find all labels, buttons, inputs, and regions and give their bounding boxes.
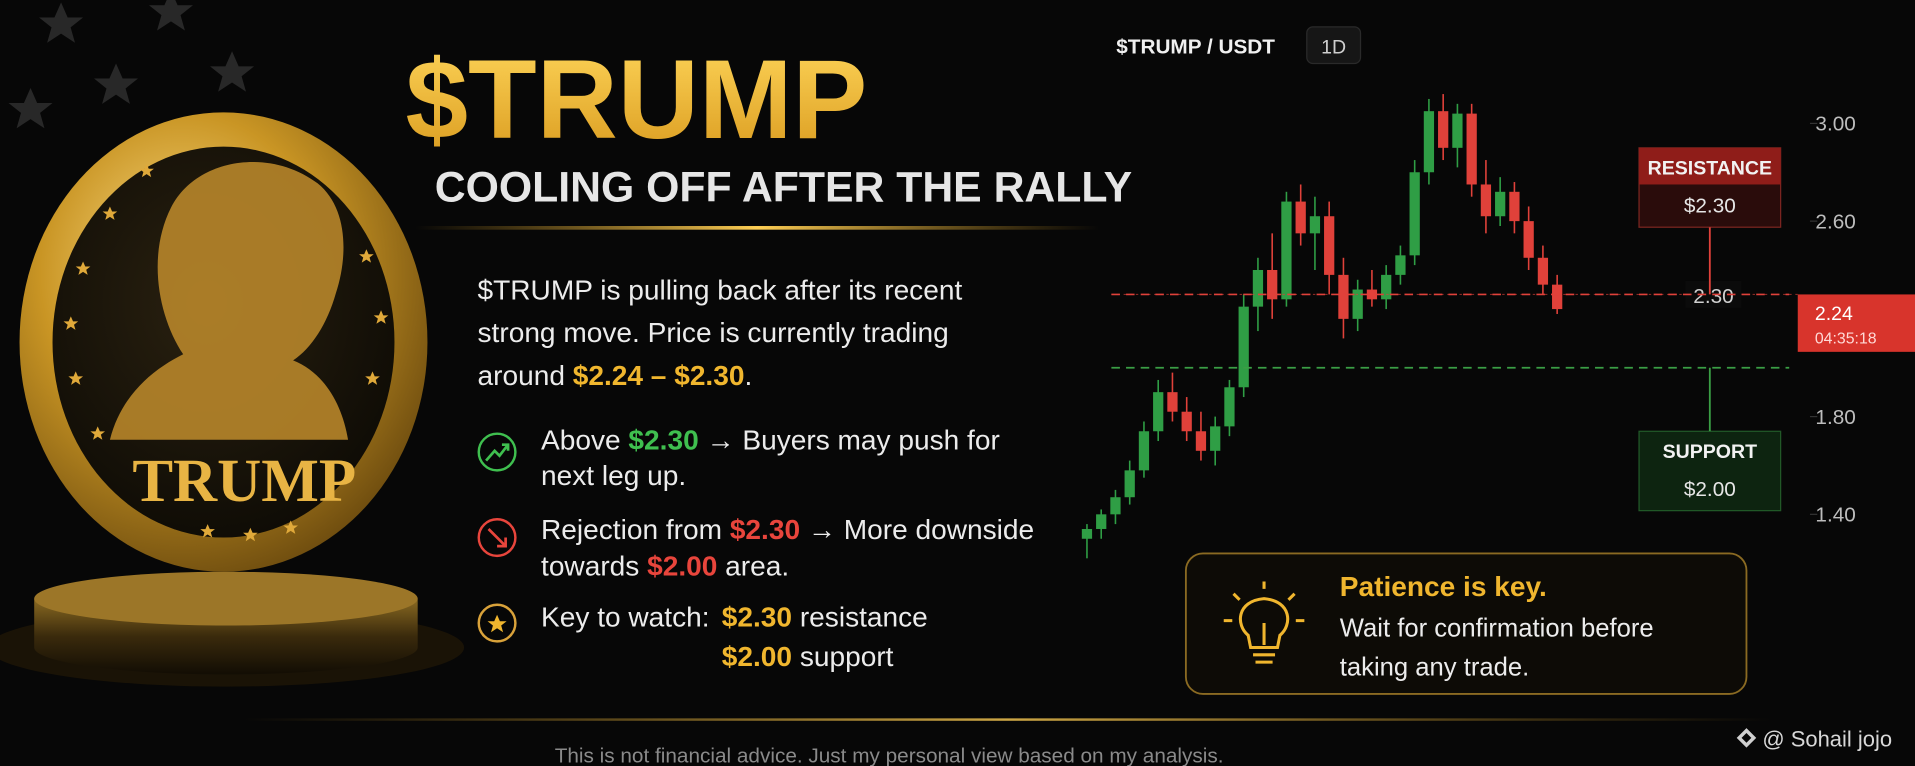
point-line: $2.00 support xyxy=(722,641,894,672)
tip-box xyxy=(1184,552,1748,695)
current-price: 2.24 xyxy=(1815,303,1853,325)
candle-body xyxy=(1409,172,1420,256)
credit-icon xyxy=(1736,728,1757,748)
candle-body xyxy=(1195,431,1207,451)
point-line: towards $2.00 area. xyxy=(541,550,789,581)
candle-body xyxy=(1181,411,1192,432)
divider xyxy=(415,226,1100,230)
candle-body xyxy=(1324,216,1335,275)
credit: @ Sohail jojo xyxy=(1762,726,1892,751)
level-label: $2.00 xyxy=(1684,478,1736,501)
point-line: Key to watch: xyxy=(541,602,710,633)
intro-line: strong move. Price is currently trading xyxy=(478,317,949,348)
level-name: RESISTANCE xyxy=(1648,158,1772,180)
candle-body xyxy=(1381,274,1392,300)
point-line: next leg up. xyxy=(541,460,686,491)
candle-body xyxy=(1210,426,1221,451)
bulb-icon xyxy=(1223,581,1305,664)
tip-title: Patience is key. xyxy=(1340,571,1547,602)
candle-body xyxy=(1267,269,1278,300)
candle-body xyxy=(1495,191,1506,217)
intro-line: $TRUMP is pulling back after its recent xyxy=(478,274,963,305)
price: $2.00 xyxy=(647,550,717,581)
candle-body xyxy=(1452,113,1463,148)
level-label: $2.30 xyxy=(1684,195,1736,218)
price-range: $2.24 – $2.30 xyxy=(573,360,745,391)
price: $2.00 xyxy=(722,641,792,672)
text: Above xyxy=(541,425,628,456)
y-tick-label: 1.80 xyxy=(1815,406,1855,429)
candle-body xyxy=(1480,184,1492,217)
text: around xyxy=(478,360,573,391)
candle-body xyxy=(1224,387,1235,427)
candle-body xyxy=(1523,221,1534,258)
level-box xyxy=(1638,430,1782,512)
candlestick-chart: 3.00 2.60 1.80 1.40 2.30 RESISTANCE $2.30 SUPPO… xyxy=(1081,94,1915,559)
coin-portrait xyxy=(109,161,349,440)
price: $2.30 xyxy=(730,514,800,545)
candle-body xyxy=(1295,201,1306,234)
interval[interactable]: 1D xyxy=(1321,37,1346,59)
tip-line: taking any trade. xyxy=(1340,654,1530,682)
disclaimer: This is not financial advice. Just my pe… xyxy=(555,744,1224,766)
candle-body xyxy=(1395,255,1406,275)
candle-body xyxy=(1423,111,1435,173)
y-tick-label: 2.60 xyxy=(1815,210,1855,233)
price: $2.30 xyxy=(722,602,792,633)
text: resistance xyxy=(792,602,928,633)
candle-body xyxy=(1366,289,1378,300)
text: . xyxy=(744,360,752,391)
candle-body xyxy=(1352,289,1363,319)
candle-body xyxy=(1552,284,1563,310)
text: support xyxy=(792,641,894,672)
subtitle: COOLING OFF AFTER THE RALLY xyxy=(435,164,1132,212)
candle-body xyxy=(1438,111,1449,148)
candle-body xyxy=(1096,514,1107,529)
coin-label: TRUMP xyxy=(132,448,356,515)
candle-body xyxy=(1338,274,1349,319)
text: → Buyers may push for xyxy=(699,425,1000,456)
candle-body xyxy=(1252,269,1264,307)
candle-body xyxy=(1238,306,1249,388)
y-tick-label: 3.00 xyxy=(1815,113,1855,136)
candle-body xyxy=(1309,216,1321,234)
countdown: 04:35:18 xyxy=(1815,330,1877,347)
text: towards xyxy=(541,550,647,581)
current-price-badge xyxy=(1797,294,1915,352)
candle-body xyxy=(1281,201,1292,300)
text: area. xyxy=(717,550,789,581)
tip-line: Wait for confirmation before xyxy=(1340,614,1654,642)
candle-body xyxy=(1124,470,1135,498)
price-line-label: 2.30 xyxy=(1693,285,1733,308)
candle-body xyxy=(1167,392,1178,412)
point-line: Rejection from $2.30 → More downside xyxy=(541,514,1034,545)
candle-body xyxy=(1110,497,1121,515)
icon-up xyxy=(477,432,517,472)
interval-box[interactable] xyxy=(1306,26,1362,65)
text: → More downside xyxy=(800,514,1034,545)
intro-line: around $2.24 – $2.30. xyxy=(478,360,753,391)
title: $TRUMP xyxy=(405,36,867,162)
candle-body xyxy=(1138,431,1150,471)
candle-body xyxy=(1509,191,1520,222)
text: next leg up. xyxy=(541,460,686,491)
candle-body xyxy=(1466,113,1477,185)
footer-divider xyxy=(244,718,1771,721)
price: $2.30 xyxy=(628,425,698,456)
icon-star xyxy=(477,603,517,643)
chart-title: $TRUMP / USDT xyxy=(1116,36,1275,59)
icon-down xyxy=(477,517,517,558)
point-line: $2.30 resistance xyxy=(722,602,928,633)
candle-body xyxy=(1153,392,1164,432)
text: Rejection from xyxy=(541,514,730,545)
level-box-header xyxy=(1638,147,1781,185)
candle-body xyxy=(1537,257,1549,285)
y-tick-label: 1.40 xyxy=(1815,504,1855,527)
point-line: Above $2.30 → Buyers may push for xyxy=(541,425,1000,456)
candle-body xyxy=(1081,528,1093,539)
pedestal-top xyxy=(34,571,418,626)
level-name: SUPPORT xyxy=(1663,441,1757,463)
